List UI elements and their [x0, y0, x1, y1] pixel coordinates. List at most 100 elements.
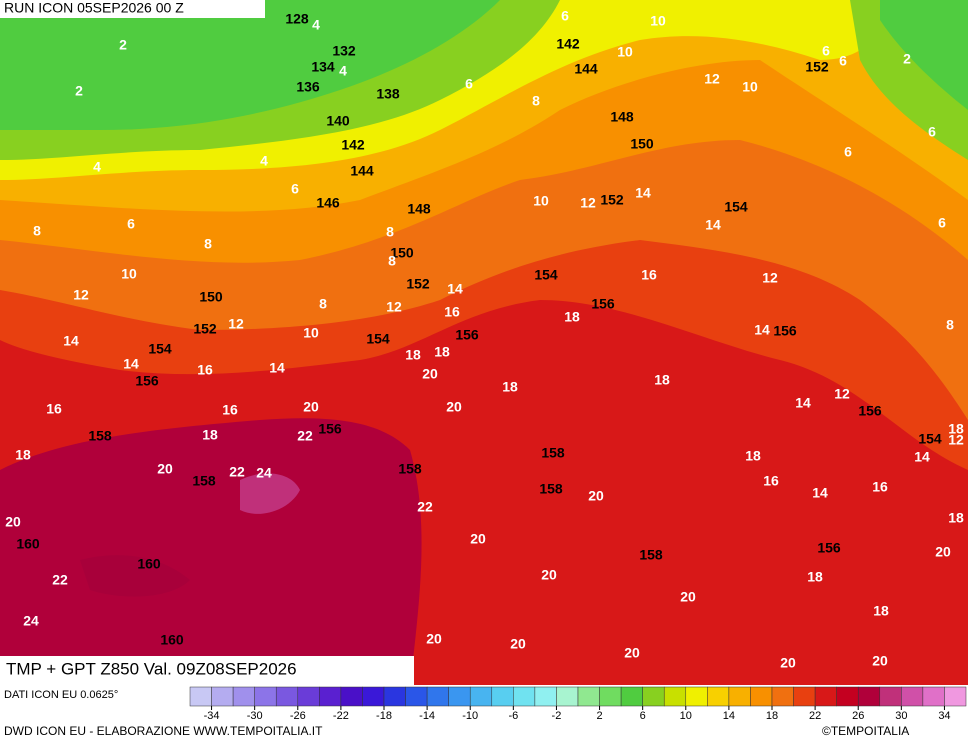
isotherm-label: 18: [948, 510, 964, 526]
isohypse-label: 146: [316, 195, 340, 211]
colorbar-tick-label: 34: [938, 710, 950, 722]
colorbar-tick-label: 10: [680, 710, 692, 722]
isohypse-label: 154: [148, 341, 172, 357]
isotherm-label: 12: [762, 270, 778, 286]
colorbar-swatch: [857, 686, 881, 707]
isotherm-label: 6: [291, 181, 299, 197]
isotherm-label: 14: [754, 322, 770, 338]
isotherm-label: 20: [5, 514, 21, 530]
isohypse-label: 148: [610, 109, 634, 125]
isotherm-label: 20: [510, 636, 526, 652]
isohypse-label: 150: [630, 136, 654, 152]
colorbar-swatch: [728, 686, 751, 707]
isohypse-label: 154: [724, 199, 748, 215]
isotherm-label: 6: [839, 53, 847, 69]
colorbar-swatch: [771, 686, 794, 707]
isohypse-label: 156: [773, 323, 797, 339]
isotherm-label: 18: [502, 379, 518, 395]
isotherm-label: 12: [228, 316, 244, 332]
isohypse-label: 150: [199, 289, 223, 305]
isohypse-label: 158: [539, 481, 563, 497]
isotherm-label: 18: [948, 421, 964, 437]
isohypse-label: 128: [285, 11, 309, 27]
isotherm-label: 20: [446, 399, 462, 415]
run-label: RUN ICON 05SEP2026 00 Z: [4, 0, 184, 16]
isotherm-label: 18: [202, 427, 218, 443]
colorbar-swatch: [405, 686, 428, 707]
isotherm-label: 20: [872, 653, 888, 669]
isotherm-label: 14: [63, 333, 79, 349]
colorbar-swatch: [599, 686, 622, 707]
isohypse-label: 142: [556, 36, 580, 52]
isotherm-label: 16: [222, 402, 238, 418]
isohypse-label: 156: [817, 540, 841, 556]
colorbar-tick-label: 14: [723, 710, 735, 722]
colorbar-tick-label: -26: [290, 710, 306, 722]
isohypse-label: 140: [326, 113, 350, 129]
isohypse-label: 158: [639, 547, 663, 563]
isotherm-label: 10: [121, 266, 137, 282]
colorbar-tick-label: 26: [852, 710, 864, 722]
colorbar-tick-label: -6: [508, 710, 518, 722]
colorbar-swatch: [556, 686, 579, 707]
isohypse-label: 152: [805, 59, 829, 75]
colorbar-tick-label: 6: [640, 710, 646, 722]
isotherm-label: 10: [617, 44, 633, 60]
copyright-label: ©TEMPOITALIA: [822, 724, 909, 738]
run-box: [0, 0, 265, 18]
colorbar-tick-label: -10: [462, 710, 478, 722]
isohypse-label: 160: [16, 536, 40, 552]
colorbar-swatch: [319, 686, 342, 707]
isotherm-label: 20: [422, 366, 438, 382]
isotherm-label: 14: [795, 395, 811, 411]
isotherm-label: 14: [914, 449, 930, 465]
isotherm-label: 16: [444, 304, 460, 320]
isohypse-label: 152: [193, 321, 217, 337]
isotherm-label: 22: [229, 464, 245, 480]
colorbar-swatch: [469, 686, 493, 707]
isotherm-label: 20: [470, 531, 486, 547]
isohypse-label: 156: [318, 421, 342, 437]
isotherm-label: 10: [533, 193, 549, 209]
colorbar-swatch: [620, 686, 643, 707]
isotherm-label: 4: [339, 63, 347, 79]
isotherm-label: 2: [75, 83, 83, 99]
isotherm-label: 16: [197, 362, 213, 378]
colorbar-swatch: [513, 686, 536, 707]
colorbar-swatch: [707, 686, 730, 707]
colorbar-swatch: [448, 686, 471, 707]
isotherm-label: 16: [872, 479, 888, 495]
isotherm-label: 16: [46, 401, 62, 417]
isotherm-label: 8: [319, 296, 327, 312]
colorbar-tick-label: -18: [376, 710, 392, 722]
colorbar-swatch: [232, 686, 255, 707]
colorbar-swatch: [383, 686, 406, 707]
isohypse-label: 156: [135, 373, 159, 389]
isotherm-label: 20: [935, 544, 951, 560]
isohypse-label: 158: [192, 473, 216, 489]
colorbar: -34 -30 -26 -22 -18 -14 -10 -6 -2 2 6 10 14 18 22 26 30 3…: [189, 686, 967, 722]
isotherm-label: 10: [650, 13, 666, 29]
isotherm-label: 6: [561, 8, 569, 24]
colorbar-tick-label: -30: [247, 710, 263, 722]
isotherm-label: 12: [704, 71, 720, 87]
colorbar-swatch: [922, 686, 945, 707]
isotherm-label: 20: [303, 399, 319, 415]
colorbar-swatch: [901, 686, 924, 707]
colorbar-swatch: [189, 686, 212, 707]
isotherm-label: 14: [635, 185, 651, 201]
isohypse-label: 154: [534, 267, 558, 283]
colorbar-swatch: [793, 686, 816, 707]
isotherm-label: 8: [946, 317, 954, 333]
isohypse-label: 152: [406, 276, 430, 292]
isotherm-label: 12: [386, 299, 402, 315]
isotherm-label: 20: [680, 589, 696, 605]
isotherm-label: 6: [938, 215, 946, 231]
isohypse-label: 138: [376, 86, 400, 102]
map-background: [0, 0, 968, 685]
isohypse-label: 156: [455, 327, 479, 343]
isotherm-label: 8: [386, 224, 394, 240]
isotherm-label: 6: [465, 76, 473, 92]
isotherm-label: 14: [812, 485, 828, 501]
